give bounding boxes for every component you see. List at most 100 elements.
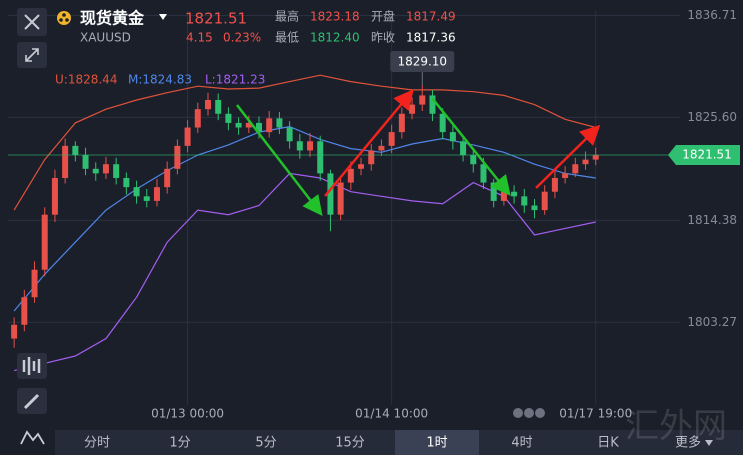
candle-body [143,196,150,201]
candle-body [398,113,405,133]
candle-body [276,118,283,128]
candle-body [133,187,140,197]
candle-body [184,127,191,146]
candle-body [460,141,467,156]
plot-area [8,11,680,405]
change-pct: 0.23% [223,31,261,45]
candle-body [153,187,160,201]
tab-dropdown[interactable] [705,440,713,446]
candle-body [572,164,579,174]
candle-body [562,173,569,178]
instrument-name: 现货黄金 [80,9,145,28]
line-tool-icon[interactable] [20,430,45,445]
tab[interactable]: 1分 [169,436,190,451]
page-dot [535,408,545,418]
stat-value: 1817.49 [406,10,456,24]
x-tick-label: 01/17 19:00 [559,407,632,421]
candle-body [378,145,385,151]
price: 1821.51 [185,10,247,28]
legend-entry: M:1824.83 [128,73,192,87]
candle-body [449,132,456,142]
drawings [236,89,601,216]
tab[interactable]: 日K [597,436,619,451]
indicator-button[interactable] [17,353,47,379]
tab[interactable]: 1时 [426,436,447,451]
candle-body [235,122,242,128]
candle-body [439,113,446,133]
candle-body [592,154,599,160]
trend-arrow-up [535,124,601,189]
gold-icon-dot [59,18,63,22]
candle-body [102,164,109,174]
candle-body [266,118,273,133]
last-price-label: 1821.51 [682,147,732,161]
last-price-tag [668,144,740,165]
gold-icon [57,11,71,25]
tab[interactable]: 5分 [255,436,276,451]
stat-value: 1817.36 [406,31,456,45]
tab-selected-bg [395,430,479,455]
gold-icon-dot [62,13,66,17]
page-dot [513,408,523,418]
watermark: 汇外网 [625,407,727,447]
candle-body [511,191,518,197]
candle-body [296,141,303,151]
candle-body [470,155,477,165]
stat-label: 最高 [275,9,299,24]
band-line [13,74,596,211]
candle-body [92,168,99,174]
candle-body [164,168,171,188]
tab[interactable]: 15分 [335,436,365,451]
candle-body [194,109,201,128]
candle-body [31,269,38,298]
candle-body [21,297,28,325]
tab[interactable]: 更多 [675,435,701,451]
ui: 现货黄金 1821.51 XAUUSD 4.15 0.23% 最高 1823.1… [17,8,743,455]
candle-body [286,127,293,142]
max-label-box [390,51,455,72]
symbol: XAUUSD [80,31,131,45]
candle-body [541,191,548,211]
legend-entry: U:1828.44 [55,73,117,87]
y-tick-label: 1825.60 [687,110,737,124]
candle-body [500,191,507,201]
candle-body [480,164,487,183]
stat-value: 1823.18 [310,10,360,24]
page-dot [524,408,534,418]
candle-body [429,95,436,114]
tab[interactable]: 4时 [511,436,532,451]
candle-body [41,214,48,270]
band-line [13,125,596,312]
stat-label: 昨收 [371,31,395,45]
candle-body [388,132,395,146]
candle-body [113,164,120,178]
candle-body [123,177,130,188]
candle-body [531,205,538,211]
gold-icon-dot [65,18,69,22]
candle-body [409,104,416,114]
close-icon [24,14,40,30]
candle-body [204,99,211,110]
legend-entry: L:1821.23 [205,73,265,87]
trend-arrow-up [324,89,414,197]
candle-icon [22,357,41,375]
candle-body [521,196,528,206]
candle-body [358,164,365,169]
y-tick-label: 1836.71 [687,8,737,22]
candle-body [327,173,334,215]
stat-label: 最低 [275,31,299,45]
candle-body [551,177,558,192]
y-tick-label: 1803.27 [687,315,737,329]
candle-body [490,182,497,201]
tab[interactable]: 分时 [84,436,110,451]
trend-arrow-down [431,97,511,196]
candle-body [582,159,589,165]
dropdown-arrow[interactable] [159,14,167,20]
candle-body [245,122,252,128]
candle-body [256,122,263,133]
candle-body [82,155,89,169]
candle-body [62,145,69,178]
stat-value: 1812.40 [310,31,360,45]
